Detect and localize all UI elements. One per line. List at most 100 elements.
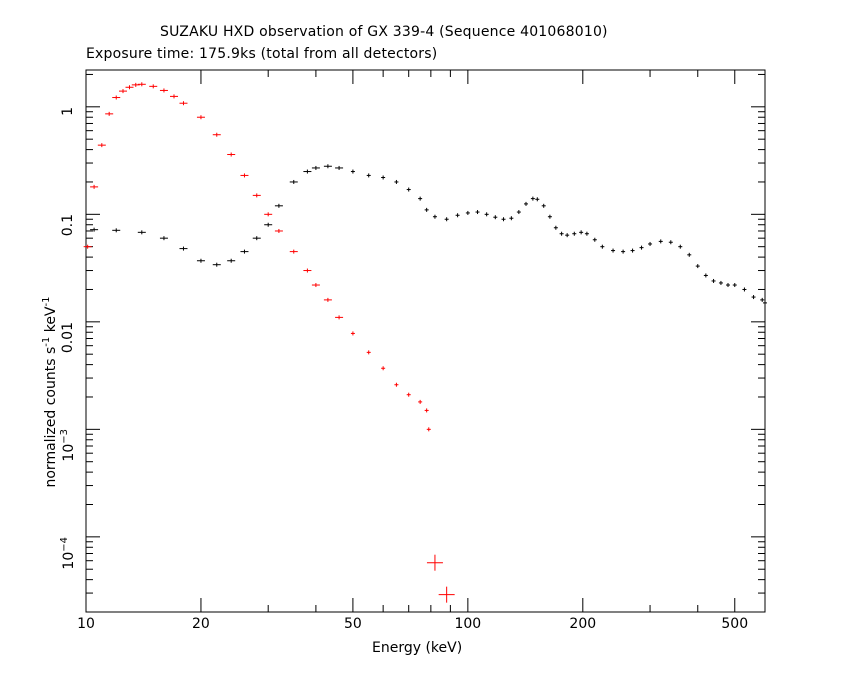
data-point <box>112 228 121 233</box>
data-point <box>350 169 355 174</box>
data-point <box>600 244 605 249</box>
data-point <box>530 196 535 201</box>
data-point <box>535 197 540 202</box>
data-point <box>303 169 312 174</box>
data-point <box>732 283 737 288</box>
data-point <box>97 143 106 148</box>
data-point <box>424 408 429 413</box>
data-point <box>227 258 236 263</box>
data-point <box>125 85 134 90</box>
data-point <box>438 586 455 603</box>
data-point <box>541 203 546 208</box>
data-point <box>169 94 178 99</box>
y-tick-label: 1 <box>60 107 76 116</box>
data-point <box>137 82 146 87</box>
data-point <box>501 217 506 222</box>
data-point <box>406 392 411 397</box>
data-point <box>323 164 332 169</box>
data-point <box>264 212 273 217</box>
data-point <box>648 241 653 246</box>
data-point <box>572 231 577 236</box>
y-axis-label-unit: keV <box>42 306 59 333</box>
data-point <box>303 268 312 273</box>
data-point <box>703 273 708 278</box>
series-red <box>83 82 455 603</box>
data-point <box>418 399 423 404</box>
data-point <box>711 278 716 283</box>
x-tick-label: 200 <box>569 616 597 632</box>
x-tick-label: 500 <box>721 616 749 632</box>
data-point <box>742 287 747 292</box>
data-point <box>335 165 344 170</box>
data-point <box>90 184 99 189</box>
data-point <box>516 210 521 215</box>
data-point <box>227 152 236 157</box>
data-point <box>240 249 249 254</box>
x-tick-label: 50 <box>343 616 362 632</box>
data-point <box>695 264 700 269</box>
data-point <box>289 179 298 184</box>
data-point <box>159 88 168 93</box>
data-point <box>366 350 371 355</box>
x-tick-label: 20 <box>192 616 210 632</box>
chart-subtitle: Exposure time: 175.9ks (total from all d… <box>86 46 438 62</box>
data-point <box>83 244 92 249</box>
data-point <box>252 193 261 198</box>
data-series <box>83 82 767 603</box>
data-point <box>630 248 635 253</box>
data-point <box>179 246 188 251</box>
data-point <box>751 295 756 300</box>
plot-frame <box>85 69 766 613</box>
data-point <box>559 231 564 236</box>
y-axis-label-exp-1: -1 <box>41 336 53 347</box>
data-point <box>426 427 431 432</box>
y-tick-label: 10−3 <box>59 429 77 462</box>
chart-title: SUZAKU HXD observation of GX 339-4 (Sequ… <box>160 24 608 40</box>
data-point <box>509 216 514 221</box>
y-axis-label-text: normalized counts s <box>42 346 59 488</box>
data-point <box>444 217 449 222</box>
data-point <box>131 82 140 87</box>
data-point <box>105 111 114 116</box>
data-point <box>611 248 616 253</box>
data-point <box>366 173 371 178</box>
y-tick-label-base: 1 <box>60 106 76 116</box>
data-point <box>159 236 168 241</box>
y-tick-label: 0.1 <box>60 214 76 236</box>
data-point <box>621 249 626 254</box>
data-point <box>381 175 386 180</box>
y-tick-label-base: 0.1 <box>60 214 76 237</box>
data-point <box>668 240 673 245</box>
data-point <box>484 212 489 217</box>
data-point <box>418 196 423 201</box>
data-point <box>547 214 552 219</box>
x-tick-label: 10 <box>77 616 95 632</box>
data-point <box>584 231 589 236</box>
data-point <box>687 252 692 257</box>
data-point <box>475 210 480 215</box>
data-point <box>381 366 386 371</box>
data-point <box>179 101 188 106</box>
y-tick-label: 0.01 <box>60 322 76 353</box>
series-black <box>90 164 767 305</box>
axis-ticks <box>85 70 766 613</box>
data-point <box>658 239 663 244</box>
data-point <box>678 244 683 249</box>
data-point <box>394 382 399 387</box>
data-point <box>311 165 320 170</box>
data-point <box>119 89 128 94</box>
data-point <box>639 245 644 250</box>
y-tick-label-base: 0.01 <box>60 321 76 353</box>
data-point <box>149 84 158 89</box>
data-point <box>763 300 767 305</box>
data-point <box>579 230 584 235</box>
data-point <box>289 249 298 254</box>
data-point <box>455 213 460 218</box>
data-point <box>112 95 121 100</box>
data-point <box>274 228 283 233</box>
data-point <box>524 201 529 206</box>
data-point <box>565 233 570 238</box>
data-point <box>493 215 498 220</box>
data-point <box>725 283 730 288</box>
